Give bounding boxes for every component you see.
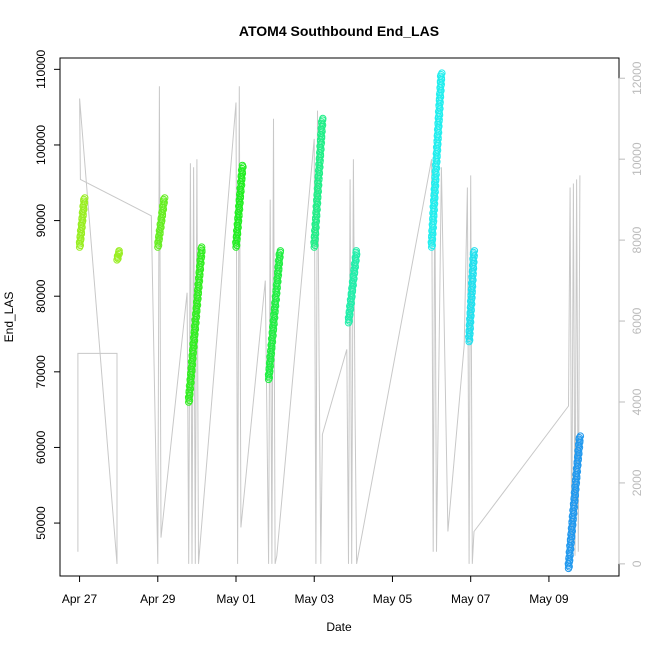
data-point — [276, 247, 285, 255]
data-point — [161, 194, 169, 202]
y2-axis: 0 2000 4000 6000 8000 10000 12000 — [618, 61, 644, 567]
data-point — [159, 195, 168, 204]
y2-tick-label: 4000 — [630, 388, 644, 415]
x-tick-label: May 05 — [373, 592, 413, 606]
data-point — [81, 194, 89, 202]
y-tick-label: 80000 — [34, 279, 48, 313]
y-axis: 50000 60000 70000 80000 90000 100000 110000 — [34, 49, 61, 540]
y-tick-label: 110000 — [34, 49, 48, 88]
y2-tick-label: 2000 — [630, 469, 644, 496]
data-point — [576, 432, 585, 440]
x-axis: Apr 27 Apr 29 May 01 May 03 May 05 May 07 May … — [62, 575, 569, 606]
x-tick-label: Apr 29 — [140, 592, 176, 606]
y2-tick-label: 12000 — [630, 61, 644, 95]
data-point — [115, 247, 123, 255]
data-points-layer — [75, 69, 585, 573]
data-point — [319, 114, 327, 123]
data-point — [80, 195, 88, 204]
y-tick-label: 90000 — [34, 204, 48, 238]
y-axis-label: End_LAS — [2, 292, 16, 343]
x-tick-label: May 01 — [216, 592, 256, 606]
data-point — [470, 247, 479, 255]
data-point — [438, 69, 446, 77]
secondary-line-layer — [77, 86, 581, 565]
y-tick-label: 60000 — [34, 430, 48, 464]
x-tick-label: May 07 — [451, 592, 491, 606]
y2-tick-label: 10000 — [630, 142, 644, 176]
y2-tick-label: 8000 — [630, 226, 644, 253]
y2-tick-label: 6000 — [630, 307, 644, 334]
data-point — [238, 161, 247, 170]
data-point — [198, 243, 206, 251]
x-tick-label: May 03 — [295, 592, 335, 606]
x-axis-label: Date — [326, 620, 352, 634]
y2-tick-label: 0 — [630, 560, 644, 567]
y-tick-label: 70000 — [34, 355, 48, 389]
data-point — [575, 434, 584, 442]
secondary-line — [77, 86, 581, 565]
data-point — [352, 247, 360, 255]
data-point — [275, 250, 283, 258]
y-tick-label: 100000 — [34, 125, 48, 165]
chart-title: ATOM4 Southbound End_LAS — [239, 23, 439, 39]
x-tick-label: Apr 27 — [62, 592, 98, 606]
y-tick-label: 50000 — [34, 506, 48, 540]
plot-frame — [59, 57, 620, 577]
x-tick-label: May 09 — [529, 592, 569, 606]
